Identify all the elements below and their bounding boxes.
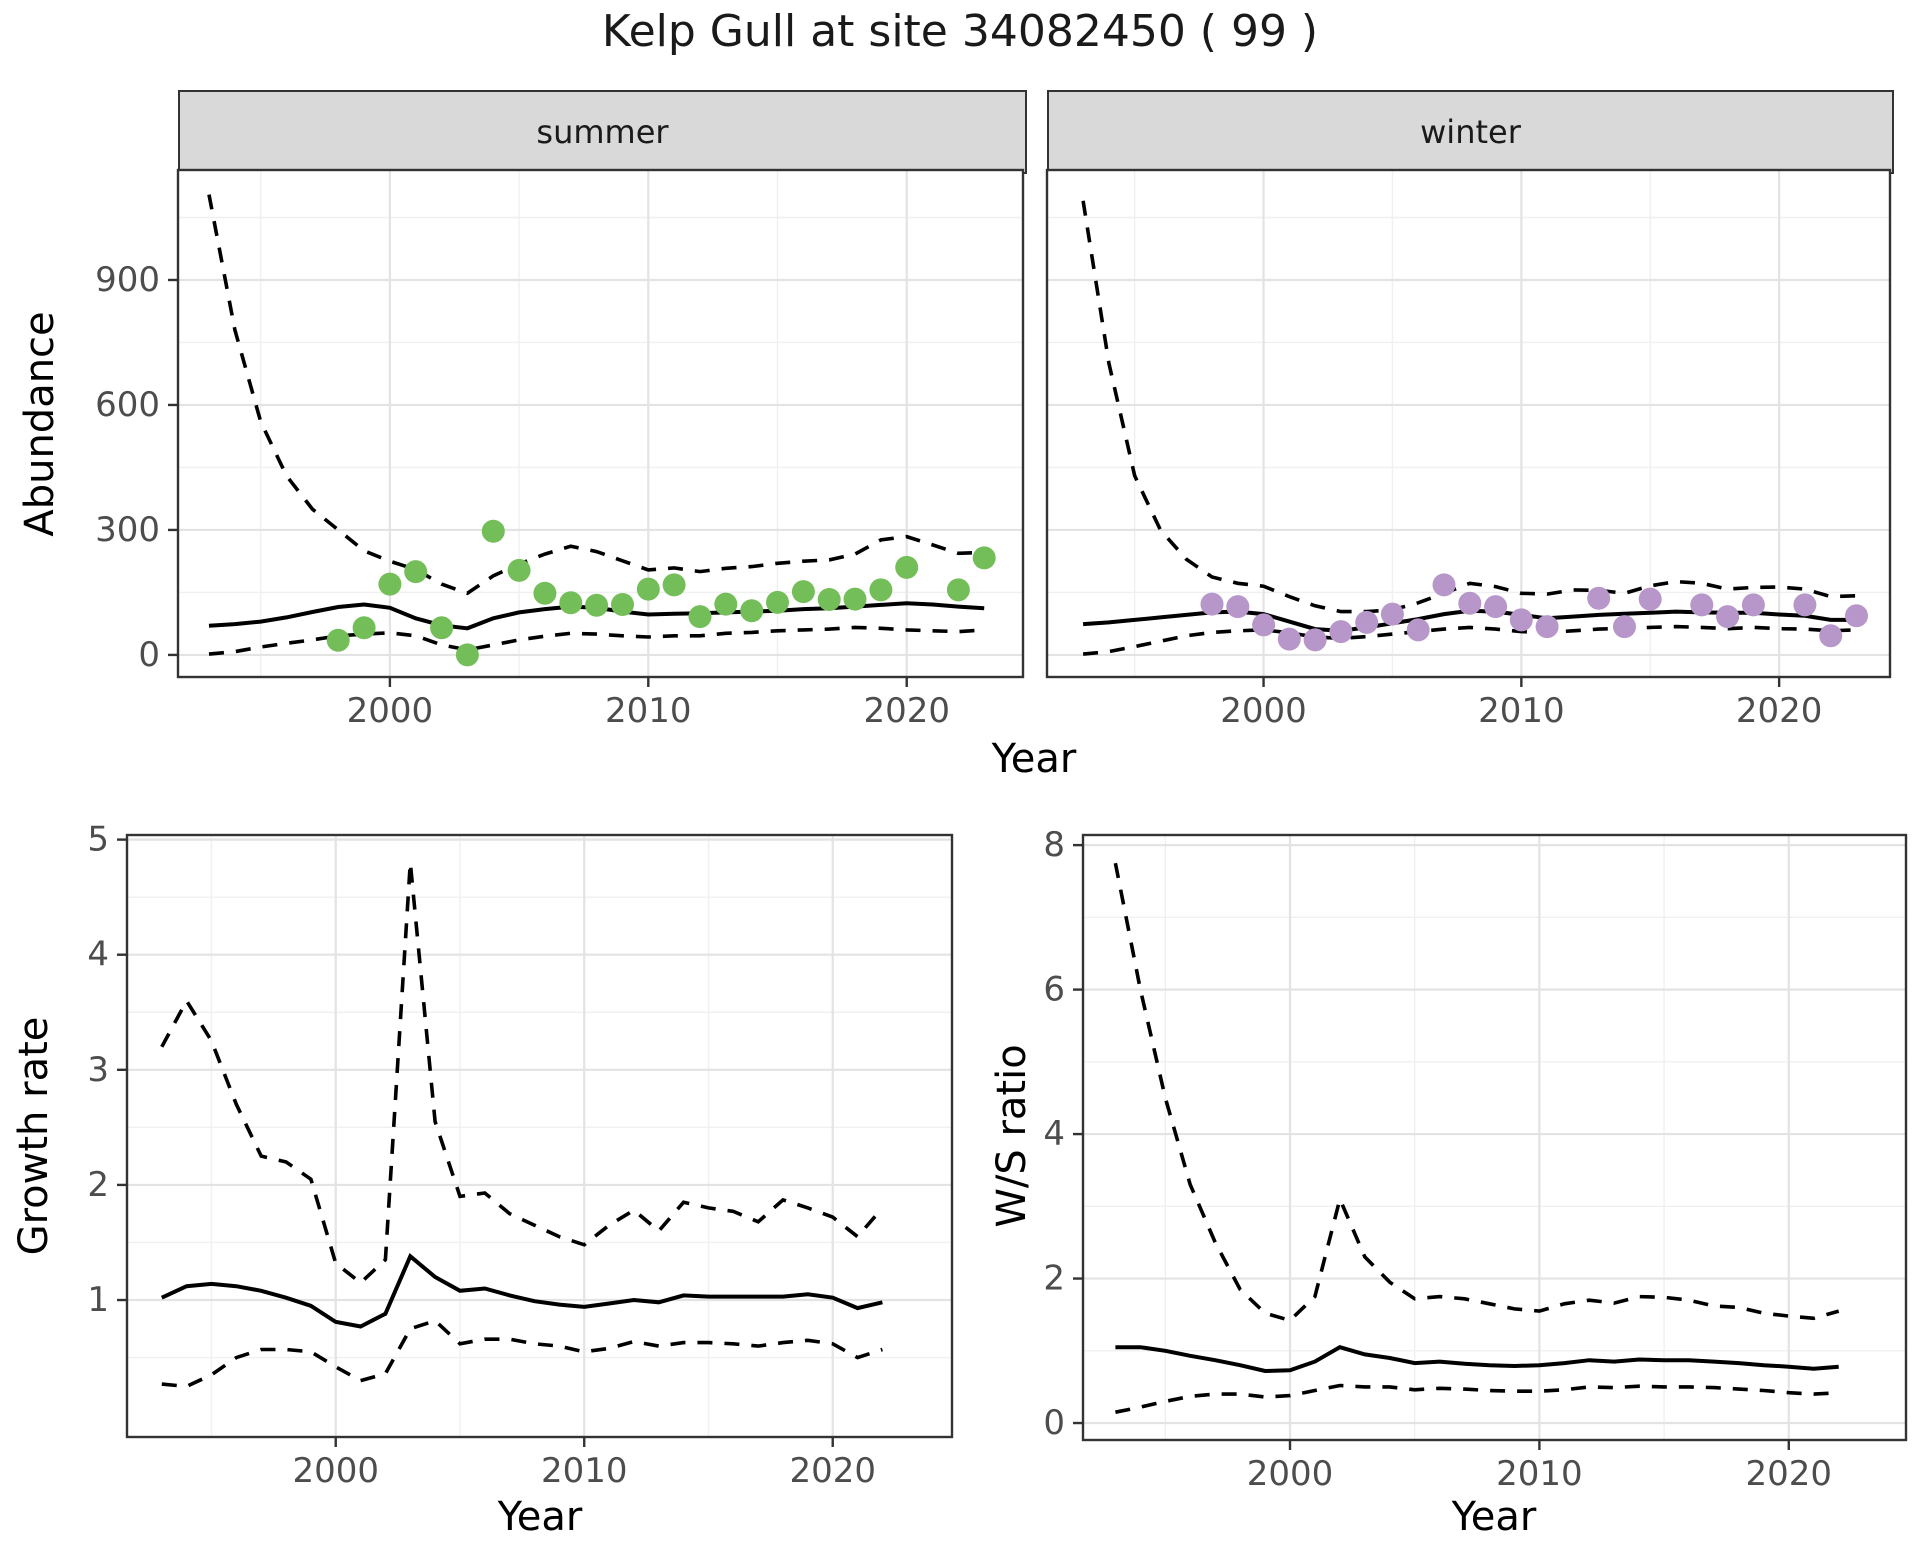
growth-rate-x-tick-label: 2000 bbox=[292, 1451, 379, 1491]
growth-rate-x-tick-label: 2020 bbox=[789, 1451, 876, 1491]
growth-rate-y-tick-label: 5 bbox=[87, 820, 109, 860]
abundance-summer-point bbox=[352, 616, 376, 640]
abundance-winter-point bbox=[1690, 593, 1714, 617]
abundance-summer-y-tick-label: 0 bbox=[138, 635, 160, 675]
ws-ratio-lower-ci-line bbox=[1115, 1383, 1839, 1414]
abundance-summer-point bbox=[740, 599, 764, 623]
abundance-winter-point bbox=[1303, 628, 1327, 652]
abundance-summer-point bbox=[714, 592, 738, 616]
abundance-winter-point bbox=[1484, 595, 1508, 619]
abundance-summer-point bbox=[559, 591, 583, 615]
figure-title: Kelp Gull at site 34082450 ( 99 ) bbox=[601, 6, 1319, 57]
abundance-summer-point bbox=[585, 593, 609, 617]
abundance-winter-point bbox=[1638, 587, 1662, 611]
growth-rate-fit-line bbox=[160, 1253, 883, 1329]
abundance-winter-point bbox=[1329, 620, 1353, 644]
abundance-winter-point bbox=[1252, 613, 1276, 637]
growth-rate-y-tick-label: 2 bbox=[87, 1165, 109, 1205]
abundance-summer-point bbox=[611, 593, 634, 616]
ws-ratio-y-tick-label: 4 bbox=[1043, 1114, 1065, 1154]
growth-rate-y-tick-label: 4 bbox=[87, 935, 109, 975]
facet-strip-winter-label: winter bbox=[1420, 113, 1521, 151]
abundance-summer-point bbox=[662, 573, 686, 597]
abundance-summer-y-tick-label: 600 bbox=[95, 385, 160, 425]
ws-ratio-x-tick-label: 2010 bbox=[1496, 1454, 1583, 1494]
abundance-summer-point bbox=[533, 581, 557, 605]
ws-ratio-fit-line bbox=[1115, 1345, 1839, 1374]
abundance-winter-point bbox=[1716, 605, 1740, 629]
abundance-summer-point bbox=[791, 580, 815, 604]
abundance-summer-point bbox=[455, 643, 479, 667]
abundance-summer-point bbox=[430, 616, 454, 640]
abundance-summer-point bbox=[843, 587, 867, 611]
facet-strip-winter: winter bbox=[1047, 90, 1894, 174]
ws-ratio-y-tick-label: 8 bbox=[1043, 825, 1065, 865]
ws-ratio-x-tick-label: 2020 bbox=[1746, 1454, 1833, 1494]
abundance-summer-point bbox=[972, 546, 996, 570]
abundance-winter-point bbox=[1741, 593, 1765, 617]
abundance-winter-point bbox=[1535, 615, 1559, 639]
x-axis-label-top-year: Year bbox=[991, 736, 1077, 782]
abundance-winter-x-tick-label: 2020 bbox=[1736, 691, 1823, 731]
abundance-winter-point bbox=[1819, 624, 1843, 648]
abundance-summer-point bbox=[378, 572, 402, 596]
abundance-summer-point bbox=[404, 560, 428, 584]
growth-rate-y-tick-label: 1 bbox=[87, 1280, 109, 1320]
ws-ratio-y-tick-label: 2 bbox=[1043, 1259, 1065, 1299]
abundance-summer-point bbox=[636, 577, 660, 601]
abundance-winter-panel: 2000 2010 2020 bbox=[1045, 168, 1892, 731]
ws-ratio-y-tick-label: 6 bbox=[1043, 970, 1065, 1010]
abundance-winter-point bbox=[1226, 595, 1250, 619]
abundance-summer-lower-ci-line bbox=[208, 625, 985, 656]
abundance-winter-point bbox=[1613, 615, 1636, 639]
abundance-winter-point bbox=[1458, 591, 1482, 615]
abundance-winter-point bbox=[1277, 627, 1301, 651]
abundance-winter-lower-ci-line bbox=[1082, 624, 1857, 656]
abundance-summer-x-tick-label: 2010 bbox=[605, 691, 692, 731]
abundance-summer-y-tick-label: 300 bbox=[95, 510, 160, 550]
growth-rate-panel: 2000 2010 2020 1 2 3 4 5 bbox=[87, 820, 954, 1491]
abundance-winter-point bbox=[1432, 573, 1456, 597]
abundance-summer-panel: 2000 2010 2020 0 300 600 900 bbox=[95, 168, 1025, 731]
ws-ratio-upper-ci-line bbox=[1113, 862, 1840, 1323]
x-axis-label-growth-year: Year bbox=[497, 1494, 583, 1540]
abundance-summer-x-tick-label: 2020 bbox=[863, 691, 950, 731]
abundance-summer-point bbox=[688, 605, 712, 629]
abundance-winter-point bbox=[1200, 592, 1224, 616]
ws-ratio-y-tick-label: 0 bbox=[1043, 1403, 1065, 1443]
growth-rate-upper-ci-line bbox=[160, 862, 884, 1286]
abundance-winter-point bbox=[1355, 610, 1379, 634]
abundance-summer-upper-ci-line bbox=[207, 194, 985, 596]
abundance-winter-point bbox=[1509, 608, 1533, 632]
abundance-summer-y-tick-label: 900 bbox=[95, 260, 160, 300]
abundance-winter-upper-ci-line bbox=[1081, 200, 1857, 614]
facet-strip-summer-label: summer bbox=[536, 113, 669, 151]
abundance-summer-x-tick-label: 2000 bbox=[347, 691, 434, 731]
abundance-summer-point bbox=[326, 628, 350, 652]
abundance-winter-x-tick-label: 2000 bbox=[1220, 691, 1307, 731]
abundance-winter-point bbox=[1845, 604, 1868, 628]
abundance-winter-x-tick-label: 2010 bbox=[1478, 691, 1565, 731]
abundance-winter-point bbox=[1406, 618, 1430, 642]
x-axis-label-ws-year: Year bbox=[1451, 1494, 1537, 1540]
abundance-winter-point bbox=[1587, 586, 1611, 610]
ws-ratio-x-tick-label: 2000 bbox=[1247, 1454, 1334, 1494]
ws-ratio-panel: 2000 2010 2020 0 2 4 6 8 bbox=[1043, 825, 1908, 1494]
abundance-winter-point bbox=[1380, 602, 1404, 626]
facet-strip-summer: summer bbox=[178, 90, 1027, 174]
growth-rate-y-tick-label: 3 bbox=[87, 1050, 109, 1090]
abundance-winter-point bbox=[1793, 593, 1817, 617]
abundance-summer-point bbox=[481, 519, 505, 543]
abundance-summer-point bbox=[946, 578, 970, 602]
abundance-summer-point bbox=[766, 590, 789, 614]
abundance-summer-point bbox=[507, 558, 531, 582]
growth-rate-x-tick-label: 2010 bbox=[541, 1451, 628, 1491]
abundance-summer-point bbox=[817, 588, 841, 611]
growth-rate-lower-ci-line bbox=[161, 1318, 883, 1389]
abundance-summer-point bbox=[895, 555, 919, 579]
abundance-summer-point bbox=[869, 578, 893, 602]
